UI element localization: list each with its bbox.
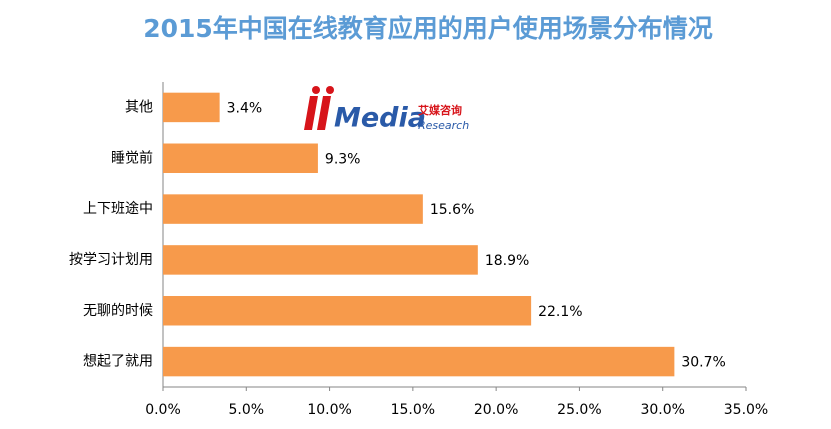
value-label: 18.9% (485, 253, 529, 269)
logo-brand: Media (334, 103, 426, 134)
y-tick-label: 想起了就用 (83, 354, 153, 370)
x-tick-label: 30.0% (640, 402, 684, 418)
x-tick-label: 35.0% (724, 402, 768, 418)
bar (163, 296, 532, 326)
logo-sub: Research (418, 119, 469, 132)
bar (163, 194, 423, 224)
bar (163, 245, 478, 275)
y-tick-label: 其他 (125, 99, 153, 115)
x-tick-label: 10.0% (307, 402, 351, 418)
x-tick-label: 5.0% (228, 402, 264, 418)
y-tick-label: 按学习计划用 (69, 252, 153, 268)
chart-title: 2015年中国在线教育应用的用户使用场景分布情况 (143, 14, 713, 43)
logo-dot (326, 86, 334, 94)
logo-dot (312, 86, 320, 94)
value-label: 3.4% (227, 100, 263, 116)
x-tick-label: 15.0% (391, 402, 435, 418)
bar (163, 92, 220, 123)
watermark: Media 艾媒咨询 Research (304, 86, 469, 134)
bar (163, 346, 675, 377)
logo-chinese: 艾媒咨询 (418, 103, 462, 117)
value-label: 30.7% (681, 355, 725, 371)
bar (163, 143, 318, 173)
y-tick-label: 上下班途中 (83, 200, 153, 217)
y-tick-label: 无聊的时候 (83, 303, 153, 319)
x-tick-label: 25.0% (557, 402, 601, 418)
logo-mark (304, 96, 331, 130)
x-tick-label: 20.0% (474, 402, 518, 418)
value-label: 22.1% (538, 304, 582, 320)
value-label: 15.6% (430, 202, 474, 218)
value-label: 9.3% (325, 151, 361, 167)
y-tick-label: 睡觉前 (111, 149, 153, 166)
x-tick-label: 0.0% (145, 402, 181, 418)
